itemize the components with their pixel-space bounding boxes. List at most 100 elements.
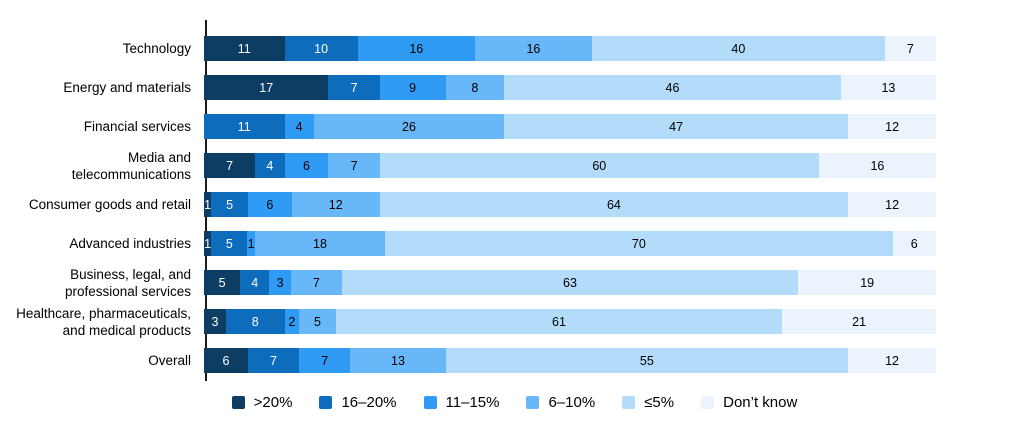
bar-segment: 63 (341, 270, 799, 295)
legend-item: 6–10% (526, 394, 595, 411)
bar-segment: 3 (204, 309, 226, 334)
bar-segment: 21 (782, 309, 936, 334)
segment-value-label: 11 (237, 119, 251, 134)
legend-label: >20% (253, 394, 293, 411)
bar-segment: 1 (204, 192, 212, 217)
bar-segment: 13 (350, 348, 446, 373)
bar-segment: 7 (204, 153, 256, 178)
bar-segment: 26 (313, 114, 505, 139)
bar-row: Consumer goods and retail 1 5 6 12 64 12 (0, 192, 1029, 217)
bar-row: Overall 6 7 7 13 55 12 (0, 348, 1029, 373)
segment-value-label: 4 (266, 158, 274, 173)
bar-segment: 61 (335, 309, 783, 334)
segment-value-label: 40 (731, 41, 746, 56)
bar-segment: 6 (204, 348, 248, 373)
segment-value-label: 1 (204, 236, 212, 251)
bar-segment: 1 (204, 231, 212, 256)
segment-value-label: 70 (631, 236, 646, 251)
legend-swatch (231, 396, 245, 409)
bar-segment: 16 (357, 36, 475, 61)
segment-value-label: 5 (226, 197, 234, 212)
bar-segment: 10 (284, 36, 358, 61)
segment-value-label: 6 (302, 158, 310, 173)
bar-segment: 4 (284, 114, 314, 139)
bar-segment: 64 (379, 192, 849, 217)
legend-swatch (622, 396, 636, 409)
bar-segment: 60 (379, 153, 819, 178)
bar-segment: 70 (385, 231, 893, 256)
segment-value-label: 12 (885, 197, 900, 212)
category-label: Media and telecommunications (71, 149, 191, 182)
stacked-bar: 17 7 9 8 46 13 (204, 75, 936, 100)
segment-value-label: 7 (906, 41, 914, 56)
chart-rows: Technology 11 10 16 16 40 7 Energy and material… (0, 36, 1029, 373)
bar-segment: 7 (884, 36, 936, 61)
segment-value-label: 17 (259, 80, 274, 95)
bar-segment: 12 (848, 192, 936, 217)
bar-row: Healthcare, pharmaceuticals, and medical… (0, 306, 1029, 338)
bar-segment: 17 (204, 75, 329, 100)
legend-swatch (526, 396, 540, 409)
category-label: Overall (148, 353, 191, 368)
legend-item: 11–15% (423, 394, 500, 411)
segment-value-label: 6 (266, 197, 274, 212)
bar-segment: 11 (204, 114, 285, 139)
bar-segment: 5 (211, 192, 248, 217)
legend-label: 6–10% (548, 394, 596, 411)
bar-segment: 6 (892, 231, 936, 256)
bar-row: Media and telecommunications 7 4 6 7 60 16 (0, 150, 1029, 182)
category-label: Consumer goods and retail (28, 197, 191, 212)
legend-swatch (701, 396, 715, 409)
bar-row: Energy and materials 17 7 9 8 46 13 (0, 75, 1029, 100)
segment-value-label: 18 (313, 236, 327, 251)
legend: >20% 16–20% 11–15% 6–10% ≤5% Don’t know (0, 394, 1029, 411)
category-label: Advanced industries (69, 236, 191, 251)
segment-value-label: 7 (350, 158, 358, 173)
segment-value-label: 21 (852, 314, 867, 329)
legend-label: Don’t know (723, 394, 798, 411)
bar-segment: 12 (291, 192, 380, 217)
bar-segment: 3 (269, 270, 291, 295)
bar-segment: 55 (445, 348, 849, 373)
bar-segment: 4 (240, 270, 270, 295)
segment-value-label: 13 (881, 80, 896, 95)
category-label: Healthcare, pharmaceuticals, and medical… (16, 305, 191, 338)
bar-segment: 8 (225, 309, 285, 334)
segment-value-label: 47 (669, 119, 684, 134)
segment-value-label: 7 (226, 158, 234, 173)
bar-segment: 7 (299, 348, 351, 373)
stacked-bar: 3 8 2 5 61 21 (204, 309, 936, 334)
segment-value-label: 63 (563, 275, 577, 290)
segment-value-label: 61 (552, 314, 566, 329)
bar-segment: 7 (247, 348, 300, 373)
bar-segment: 7 (328, 75, 380, 100)
legend-swatch (319, 396, 333, 409)
bar-segment: 11 (204, 36, 285, 61)
segment-value-label: 16 (870, 158, 885, 173)
stacked-bar: 11 4 26 47 12 (204, 114, 936, 139)
bar-segment: 40 (591, 36, 885, 61)
bar-segment: 12 (848, 348, 936, 373)
segment-value-label: 5 (218, 275, 226, 290)
segment-value-label: 12 (885, 353, 900, 368)
segment-value-label: 1 (204, 197, 212, 212)
segment-value-label: 4 (295, 119, 303, 134)
bar-segment: 16 (818, 153, 936, 178)
category-label: Financial services (83, 119, 191, 134)
stacked-bar: 7 4 6 7 60 16 (204, 153, 936, 178)
segment-value-label: 8 (471, 80, 479, 95)
stacked-bar: 6 7 7 13 55 12 (204, 348, 936, 373)
segment-value-label: 5 (313, 314, 321, 329)
segment-value-label: 55 (639, 353, 654, 368)
legend-item: >20% (231, 394, 293, 411)
bar-segment: 13 (840, 75, 936, 100)
bar-segment: 18 (254, 231, 386, 256)
legend-label: 11–15% (445, 394, 500, 411)
bar-segment: 5 (299, 309, 336, 334)
bar-row: Advanced industries 1 5 1 18 70 6 (0, 231, 1029, 256)
bar-segment: 12 (848, 114, 936, 139)
segment-value-label: 1 (247, 236, 255, 251)
bar-segment: 4 (255, 153, 285, 178)
legend-item: Don’t know (701, 394, 797, 411)
segment-value-label: 12 (885, 119, 900, 134)
